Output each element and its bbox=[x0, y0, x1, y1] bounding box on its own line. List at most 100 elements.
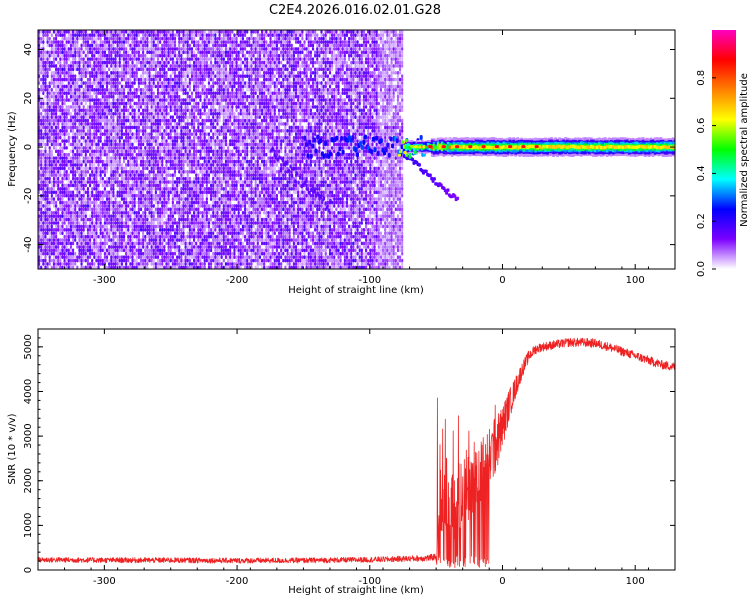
heatmap-cell bbox=[82, 234, 85, 239]
heatmap-cell bbox=[133, 207, 136, 212]
heatmap-cell bbox=[114, 142, 117, 147]
heatmap-cell bbox=[88, 234, 92, 239]
heatmap-cell bbox=[61, 139, 64, 143]
heatmap-cell bbox=[103, 190, 107, 195]
heatmap-cell bbox=[122, 40, 126, 44]
heatmap-cell bbox=[188, 64, 191, 68]
heatmap-cell bbox=[150, 47, 153, 51]
heatmap-cell bbox=[120, 214, 124, 218]
heatmap-cell bbox=[165, 234, 168, 239]
heatmap-cell bbox=[63, 91, 66, 96]
heatmap-cell bbox=[142, 245, 145, 249]
heatmap-cell bbox=[74, 146, 77, 150]
heatmap-cell bbox=[57, 40, 60, 44]
heatmap-cell bbox=[95, 169, 98, 174]
heatmap-cell bbox=[186, 142, 189, 147]
heatmap-cell bbox=[203, 152, 206, 157]
heatmap-cell bbox=[139, 74, 143, 78]
heatmap-cell bbox=[99, 84, 102, 89]
heatmap-cell bbox=[71, 81, 75, 85]
heatmap-cell bbox=[71, 176, 75, 181]
heatmap-cell bbox=[74, 214, 77, 218]
heatmap-cell bbox=[110, 173, 113, 177]
heatmap-cell bbox=[84, 204, 87, 208]
heatmap-cell bbox=[148, 200, 151, 205]
heatmap-cell bbox=[127, 234, 130, 239]
heatmap-cell bbox=[142, 187, 145, 191]
heatmap-cell bbox=[122, 166, 126, 171]
heatmap-cell bbox=[38, 248, 41, 253]
heatmap-cell bbox=[46, 30, 49, 34]
heatmap-cell bbox=[38, 135, 41, 140]
heatmap-cell bbox=[80, 77, 83, 82]
heatmap-cell bbox=[65, 187, 68, 191]
heatmap-cell bbox=[116, 163, 119, 167]
heatmap-cell bbox=[110, 40, 113, 44]
heatmap-cell bbox=[146, 118, 149, 123]
heatmap-cell bbox=[133, 70, 136, 75]
heatmap-cell bbox=[80, 115, 83, 119]
heatmap-cell bbox=[110, 122, 113, 126]
heatmap-cell bbox=[137, 43, 140, 48]
heatmap-cell bbox=[193, 251, 196, 256]
heatmap-cell bbox=[135, 241, 138, 246]
heatmap-cell bbox=[112, 142, 115, 147]
heatmap-cell bbox=[118, 115, 121, 119]
heatmap-cell bbox=[131, 176, 134, 181]
heatmap-cell bbox=[74, 81, 77, 85]
heatmap-cell bbox=[169, 33, 172, 38]
heatmap-cell bbox=[171, 81, 174, 85]
heatmap-cell bbox=[101, 190, 104, 195]
heatmap-cell bbox=[99, 67, 102, 72]
heatmap-cell bbox=[186, 245, 189, 249]
heatmap-cell bbox=[154, 129, 157, 133]
heatmap-cell bbox=[110, 125, 113, 130]
heatmap-cell bbox=[48, 149, 51, 154]
heatmap-cell bbox=[38, 251, 41, 256]
heatmap-cell bbox=[178, 67, 181, 72]
heatmap-cell bbox=[101, 40, 104, 44]
heatmap-cell bbox=[120, 125, 124, 130]
heatmap-cell bbox=[116, 53, 119, 58]
heatmap-cell bbox=[103, 200, 107, 205]
heatmap-cell bbox=[118, 81, 121, 85]
heatmap-cell bbox=[173, 193, 177, 198]
heatmap-cell bbox=[116, 70, 119, 75]
heatmap-cell bbox=[137, 33, 140, 38]
heatmap-cell bbox=[105, 108, 109, 113]
heatmap-cell bbox=[150, 200, 153, 205]
heatmap-cell bbox=[171, 187, 174, 191]
heatmap-cell bbox=[78, 60, 81, 65]
heatmap-cell bbox=[178, 183, 181, 188]
heatmap-cell bbox=[125, 169, 128, 174]
heatmap-cell bbox=[156, 251, 160, 256]
heatmap-cell bbox=[82, 180, 85, 184]
heatmap-cell bbox=[88, 98, 92, 102]
heatmap-cell bbox=[156, 258, 160, 263]
heatmap-cell bbox=[116, 248, 119, 253]
heatmap-cell bbox=[118, 40, 121, 44]
heatmap-cell bbox=[74, 67, 77, 72]
heatmap-cell bbox=[165, 197, 168, 201]
heatmap-cell bbox=[54, 70, 58, 75]
heatmap-cell bbox=[78, 146, 81, 150]
heatmap-cell bbox=[182, 70, 185, 75]
heatmap-cell bbox=[59, 111, 62, 116]
heatmap-cell bbox=[125, 125, 128, 130]
heatmap-cell bbox=[76, 108, 79, 113]
heatmap-cell bbox=[122, 180, 126, 184]
heatmap-cell bbox=[199, 132, 202, 137]
heatmap-cell bbox=[59, 40, 62, 44]
heatmap-cell bbox=[44, 132, 47, 137]
heatmap-cell bbox=[127, 70, 130, 75]
heatmap-cell bbox=[67, 156, 70, 160]
heatmap-cell bbox=[120, 224, 124, 229]
heatmap-cell bbox=[112, 70, 115, 75]
heatmap-cell bbox=[61, 84, 64, 89]
heatmap-cell bbox=[103, 251, 107, 256]
heatmap-cell bbox=[186, 197, 189, 201]
heatmap-cell bbox=[176, 53, 179, 58]
heatmap-cell bbox=[52, 60, 56, 65]
heatmap-cell bbox=[78, 245, 81, 249]
heatmap-cell bbox=[93, 30, 96, 34]
